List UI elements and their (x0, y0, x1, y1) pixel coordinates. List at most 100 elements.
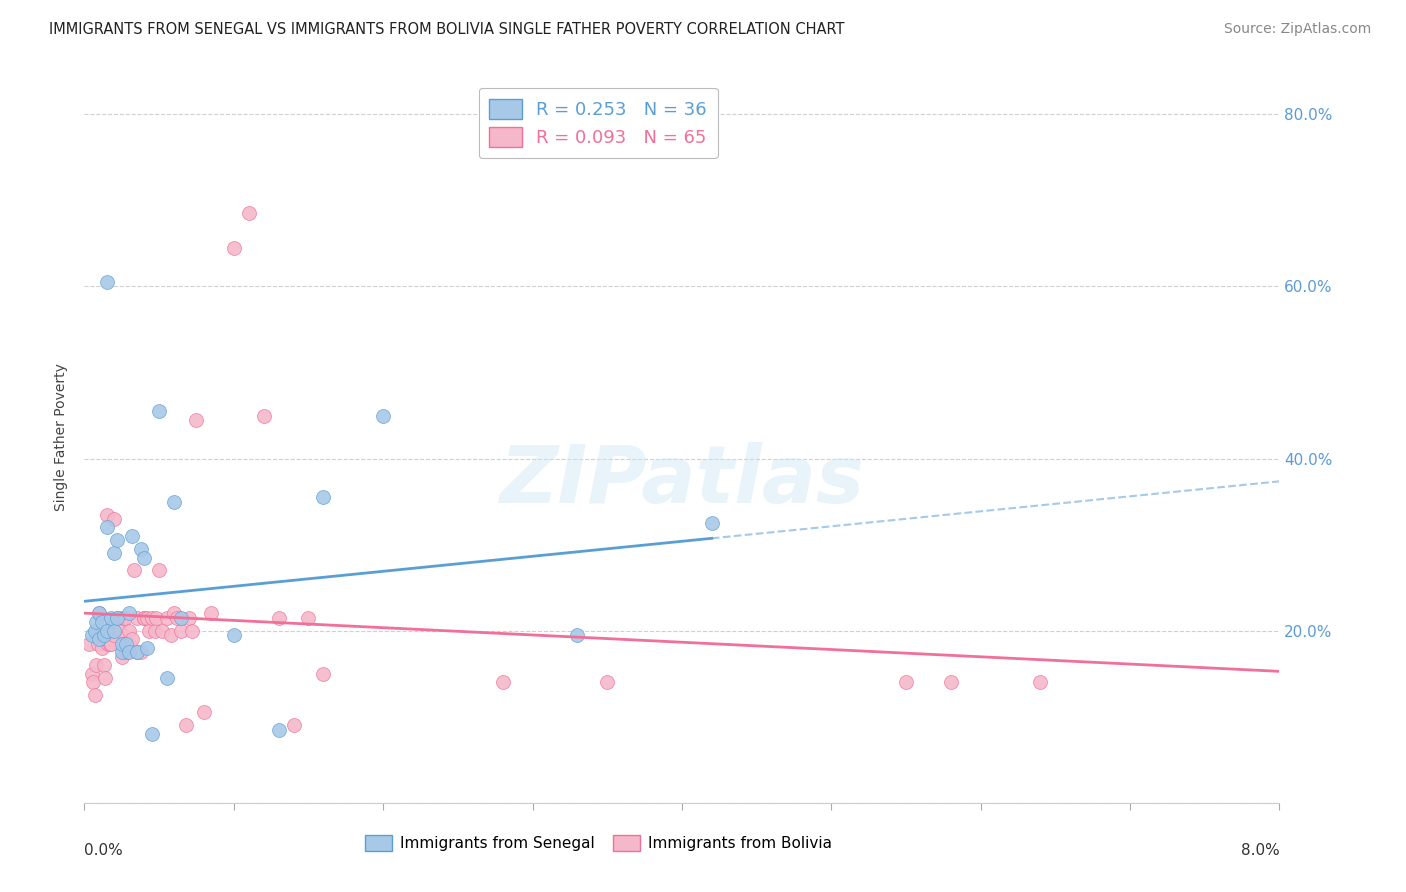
Point (138, 624, 160, 638)
Point (267, 611, 290, 625)
Point (222, 628, 245, 642)
Point (103, 546, 125, 560)
Point (118, 637, 141, 651)
Point (700, 516, 723, 530)
Point (894, 675, 917, 690)
Point (112, 611, 135, 625)
Point (373, 409, 395, 423)
Point (83, 688, 105, 702)
Point (141, 611, 163, 625)
Point (174, 718, 197, 732)
Point (96, 624, 118, 638)
Point (111, 637, 134, 651)
Point (118, 607, 141, 621)
Point (80, 666, 103, 681)
Point (96, 520, 118, 534)
Point (89, 607, 111, 621)
Point (100, 637, 122, 651)
Point (939, 675, 962, 690)
Text: Source: ZipAtlas.com: Source: ZipAtlas.com (1223, 22, 1371, 37)
Point (86, 658, 108, 673)
Point (103, 624, 125, 638)
Text: IMMIGRANTS FROM SENEGAL VS IMMIGRANTS FROM BOLIVIA SINGLE FATHER POVERTY CORRELA: IMMIGRANTS FROM SENEGAL VS IMMIGRANTS FR… (49, 22, 845, 37)
Point (89, 607, 111, 621)
Point (121, 632, 143, 647)
Point (267, 723, 290, 737)
Point (91, 615, 114, 629)
Point (96, 508, 118, 522)
Point (596, 675, 619, 690)
Point (93, 628, 115, 642)
Point (567, 628, 589, 642)
Point (492, 675, 515, 690)
Text: ZIPatlas: ZIPatlas (499, 442, 865, 520)
Point (80, 628, 103, 642)
Point (111, 649, 134, 664)
Point (89, 632, 111, 647)
Point (283, 718, 305, 732)
Point (143, 624, 166, 638)
Point (177, 611, 200, 625)
Point (87, 637, 110, 651)
Point (103, 628, 125, 642)
Point (122, 564, 145, 578)
Point (105, 533, 128, 548)
Point (118, 645, 141, 659)
Point (121, 529, 143, 543)
Point (94, 671, 117, 685)
Point (148, 564, 170, 578)
Point (103, 512, 125, 526)
Point (155, 611, 177, 625)
Point (253, 409, 276, 423)
Point (312, 666, 335, 681)
Point (200, 607, 222, 621)
Point (129, 645, 152, 659)
Point (125, 611, 148, 625)
Point (160, 628, 183, 642)
Point (115, 645, 138, 659)
Point (91, 640, 114, 655)
Point (98, 637, 121, 651)
Point (93, 658, 115, 673)
Point (129, 541, 152, 556)
Point (166, 611, 188, 625)
Point (312, 491, 335, 505)
Point (186, 413, 208, 427)
Point (163, 607, 186, 621)
Point (114, 611, 136, 625)
Point (1029, 675, 1052, 690)
Y-axis label: Single Father Poverty: Single Father Poverty (55, 363, 69, 511)
Point (181, 624, 204, 638)
Point (163, 494, 186, 508)
Point (100, 611, 122, 625)
Point (82, 675, 104, 690)
Point (170, 611, 193, 625)
Point (83, 624, 105, 638)
Text: 8.0%: 8.0% (1240, 843, 1279, 858)
Point (222, 241, 245, 255)
Point (136, 611, 159, 625)
Point (170, 624, 193, 638)
Point (125, 645, 148, 659)
Point (132, 550, 156, 565)
Point (132, 611, 156, 625)
Point (125, 645, 148, 659)
Point (96, 632, 118, 647)
Legend: Immigrants from Senegal, Immigrants from Bolivia: Immigrants from Senegal, Immigrants from… (359, 830, 838, 857)
Point (111, 645, 134, 659)
Point (110, 624, 132, 638)
Point (101, 615, 124, 629)
Point (148, 404, 170, 418)
Point (150, 624, 173, 638)
Text: 0.0%: 0.0% (84, 843, 124, 858)
Point (97, 637, 120, 651)
Point (136, 640, 159, 655)
Point (145, 611, 167, 625)
Point (141, 727, 163, 741)
Point (297, 611, 319, 625)
Point (155, 671, 177, 685)
Point (115, 637, 138, 651)
Point (105, 611, 128, 625)
Point (77, 637, 100, 651)
Point (238, 206, 260, 220)
